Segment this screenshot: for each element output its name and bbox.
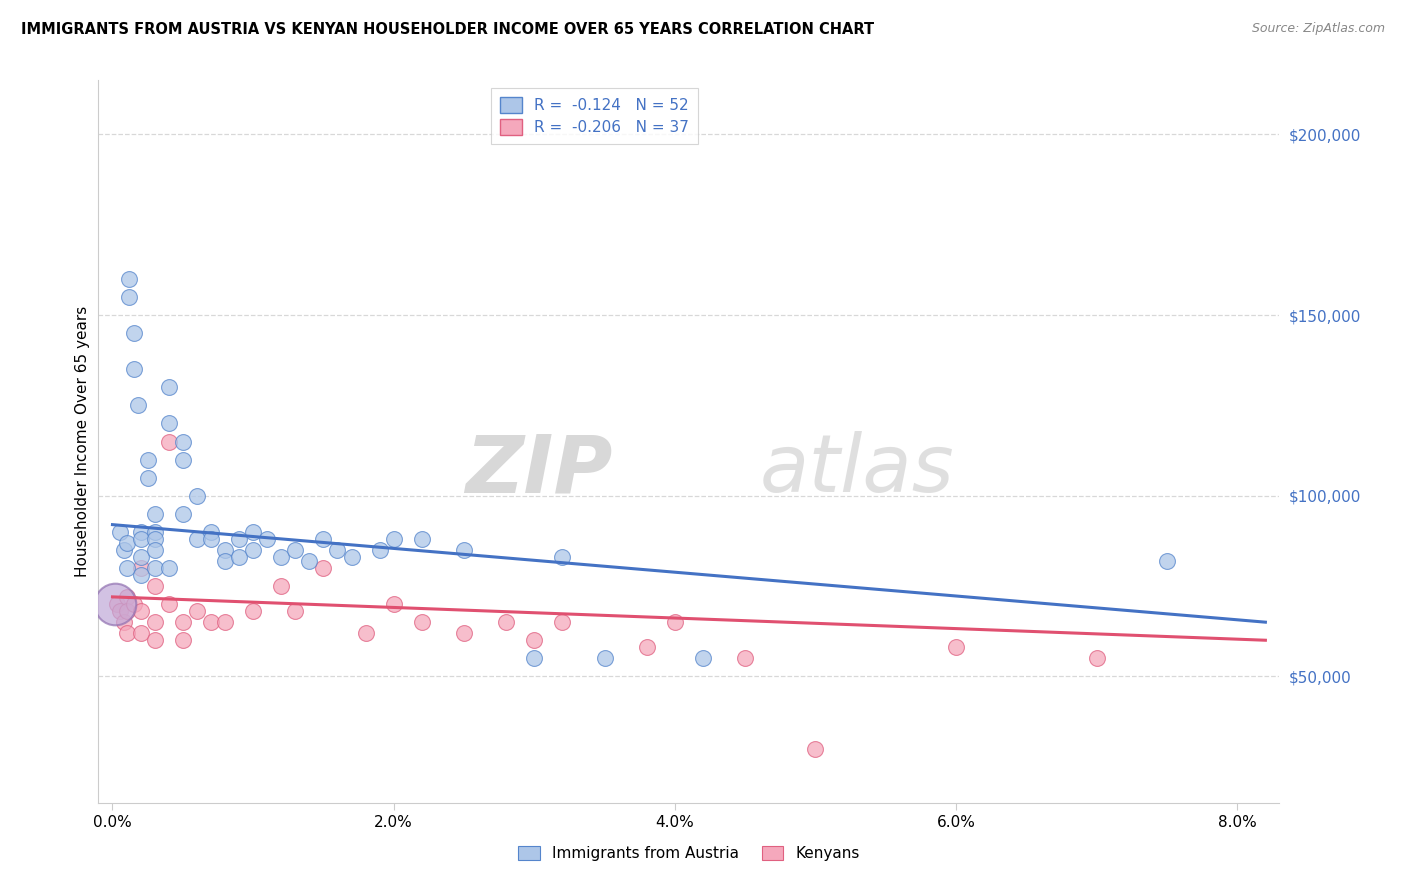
Point [593, 651, 616, 665]
Point [242, 542, 264, 557]
Point [664, 615, 686, 630]
Point [122, 362, 145, 376]
Point [129, 626, 152, 640]
Point [129, 550, 152, 565]
Point [228, 532, 250, 546]
Text: ZIP: ZIP [465, 432, 612, 509]
Point [945, 640, 967, 655]
Point [411, 532, 433, 546]
Legend: Immigrants from Austria, Kenyans: Immigrants from Austria, Kenyans [512, 840, 866, 867]
Point [312, 561, 335, 575]
Point [242, 524, 264, 539]
Point [143, 532, 166, 546]
Text: IMMIGRANTS FROM AUSTRIA VS KENYAN HOUSEHOLDER INCOME OVER 65 YEARS CORRELATION C: IMMIGRANTS FROM AUSTRIA VS KENYAN HOUSEH… [21, 22, 875, 37]
Point [284, 604, 307, 618]
Point [734, 651, 756, 665]
Point [453, 542, 475, 557]
Point [157, 597, 180, 611]
Point [129, 524, 152, 539]
Point [523, 633, 546, 648]
Point [115, 561, 138, 575]
Point [143, 507, 166, 521]
Point [551, 615, 574, 630]
Point [118, 290, 141, 304]
Point [270, 579, 292, 593]
Point [636, 640, 658, 655]
Point [228, 550, 250, 565]
Point [382, 597, 405, 611]
Point [186, 532, 208, 546]
Point [692, 651, 714, 665]
Point [172, 633, 194, 648]
Point [129, 532, 152, 546]
Point [200, 524, 222, 539]
Point [804, 741, 827, 756]
Point [214, 615, 236, 630]
Point [105, 597, 128, 611]
Point [172, 452, 194, 467]
Point [104, 597, 127, 611]
Point [200, 615, 222, 630]
Point [143, 579, 166, 593]
Point [382, 532, 405, 546]
Point [115, 604, 138, 618]
Point [129, 561, 152, 575]
Point [551, 550, 574, 565]
Point [354, 626, 377, 640]
Point [112, 542, 135, 557]
Point [143, 615, 166, 630]
Point [129, 568, 152, 582]
Point [186, 604, 208, 618]
Text: atlas: atlas [759, 432, 955, 509]
Point [1085, 651, 1108, 665]
Point [143, 542, 166, 557]
Point [118, 272, 141, 286]
Point [256, 532, 278, 546]
Point [172, 434, 194, 449]
Point [200, 532, 222, 546]
Point [115, 590, 138, 604]
Point [523, 651, 546, 665]
Point [115, 535, 138, 549]
Point [143, 561, 166, 575]
Y-axis label: Householder Income Over 65 years: Householder Income Over 65 years [75, 306, 90, 577]
Point [495, 615, 517, 630]
Point [214, 554, 236, 568]
Point [242, 604, 264, 618]
Point [136, 452, 159, 467]
Point [143, 633, 166, 648]
Point [312, 532, 335, 546]
Point [411, 615, 433, 630]
Point [298, 554, 321, 568]
Point [115, 626, 138, 640]
Point [1156, 554, 1178, 568]
Point [172, 507, 194, 521]
Point [136, 470, 159, 484]
Point [270, 550, 292, 565]
Point [214, 542, 236, 557]
Point [122, 326, 145, 340]
Point [157, 434, 180, 449]
Point [453, 626, 475, 640]
Point [143, 524, 166, 539]
Point [368, 542, 391, 557]
Point [157, 561, 180, 575]
Point [108, 524, 131, 539]
Point [108, 604, 131, 618]
Point [284, 542, 307, 557]
Point [122, 597, 145, 611]
Point [172, 615, 194, 630]
Point [127, 398, 149, 412]
Point [186, 489, 208, 503]
Text: Source: ZipAtlas.com: Source: ZipAtlas.com [1251, 22, 1385, 36]
Point [157, 380, 180, 394]
Point [112, 615, 135, 630]
Point [129, 604, 152, 618]
Point [340, 550, 363, 565]
Point [326, 542, 349, 557]
Point [157, 417, 180, 431]
